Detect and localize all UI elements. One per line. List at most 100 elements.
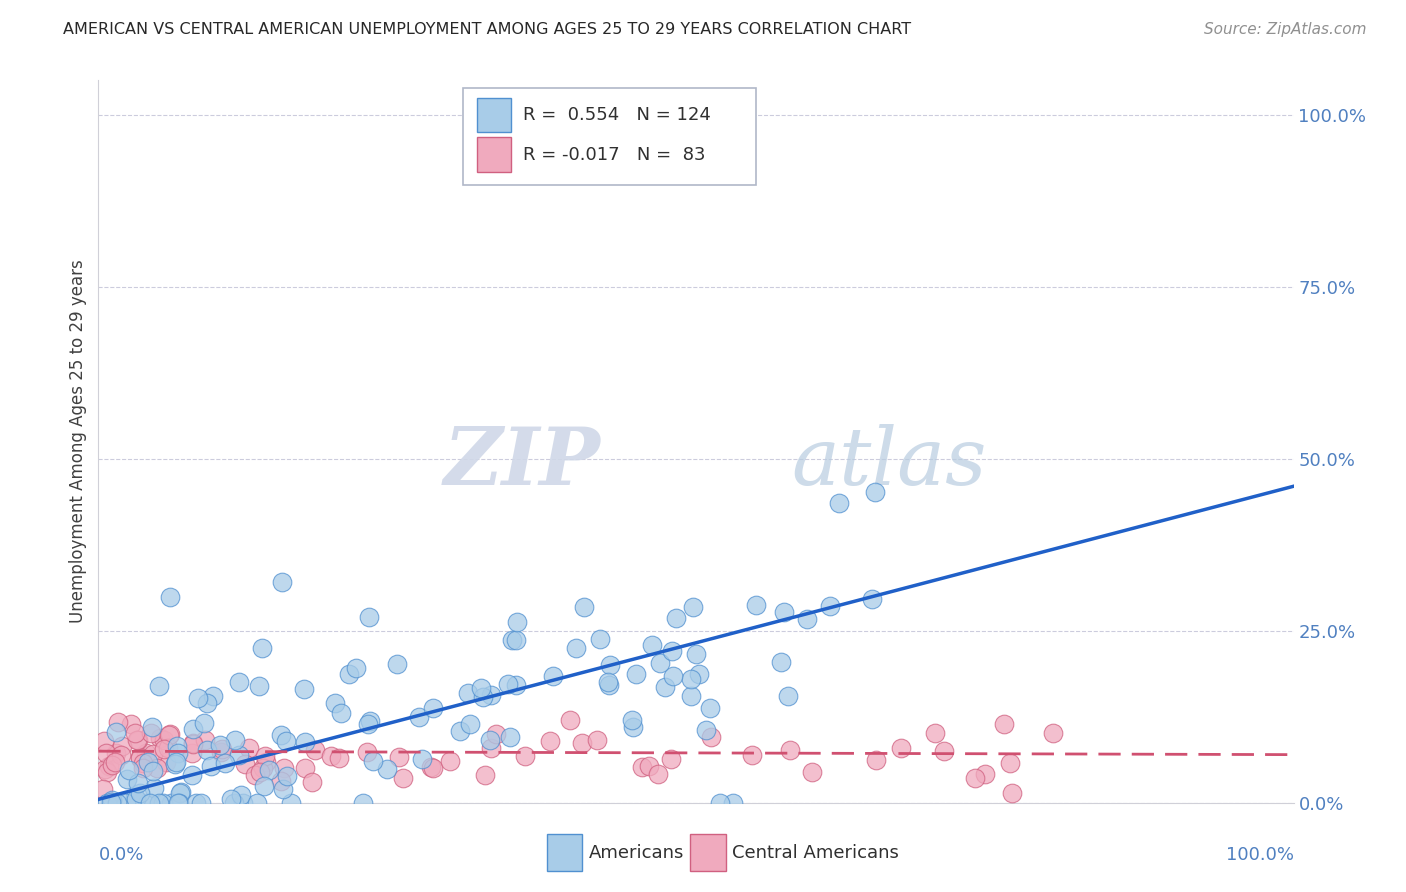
Point (195, 696, 218, 710)
Point (385, 657, 408, 671)
Point (344, 661, 367, 675)
Point (259, 764, 281, 778)
Point (160, 796, 183, 810)
Point (932, 744, 955, 758)
Point (153, 732, 176, 747)
Point (157, 740, 180, 755)
Point (135, 796, 157, 810)
Text: 0.0%: 0.0% (98, 847, 143, 864)
Point (682, 600, 704, 615)
Point (457, 686, 479, 700)
Point (105, 796, 128, 810)
Point (538, 734, 561, 748)
Point (169, 785, 191, 799)
Text: R = -0.017   N =  83: R = -0.017 N = 83 (523, 145, 706, 164)
Point (145, 761, 167, 775)
Point (481, 740, 503, 755)
Point (339, 666, 361, 681)
Point (862, 592, 884, 607)
Point (496, 676, 519, 690)
Point (157, 728, 180, 742)
Point (167, 746, 190, 760)
Point (598, 674, 620, 689)
Point (246, 796, 269, 810)
Point (505, 678, 527, 692)
Point (330, 706, 353, 720)
Point (190, 796, 212, 810)
Point (304, 743, 326, 757)
Point (679, 673, 702, 687)
Text: Americans: Americans (589, 844, 683, 862)
Point (187, 690, 209, 705)
Point (422, 700, 444, 714)
Point (143, 781, 166, 796)
Point (270, 727, 292, 741)
Text: 100.0%: 100.0% (1226, 847, 1294, 864)
Point (142, 764, 165, 778)
Point (141, 747, 163, 762)
Point (422, 761, 444, 775)
FancyBboxPatch shape (463, 87, 756, 185)
Point (505, 633, 527, 648)
Point (499, 730, 522, 744)
Point (167, 796, 190, 810)
Point (449, 724, 471, 739)
Point (357, 717, 380, 731)
Point (820, 599, 842, 614)
Point (219, 792, 242, 806)
Point (865, 485, 887, 500)
Point (181, 723, 204, 737)
Point (209, 745, 232, 759)
Point (252, 640, 274, 655)
Point (181, 737, 204, 751)
Point (211, 742, 233, 756)
Point (110, 747, 132, 762)
Point (513, 749, 536, 764)
Point (963, 771, 986, 785)
Point (170, 785, 193, 799)
Point (249, 679, 271, 693)
Point (98, 759, 121, 773)
Point (796, 612, 818, 626)
Point (359, 610, 381, 624)
Point (924, 725, 946, 739)
Point (599, 657, 621, 672)
Point (117, 772, 139, 787)
Point (709, 796, 731, 810)
Point (209, 738, 232, 752)
Point (135, 746, 157, 760)
Point (96, 764, 118, 779)
Point (800, 765, 823, 780)
Point (323, 696, 346, 710)
Point (195, 743, 218, 757)
Point (741, 747, 763, 762)
Point (359, 714, 381, 728)
Point (474, 768, 496, 782)
Point (273, 761, 295, 775)
Point (772, 605, 794, 619)
Point (124, 790, 146, 805)
Point (124, 725, 146, 739)
Point (159, 590, 181, 604)
Point (648, 657, 672, 671)
Point (723, 796, 745, 810)
Point (253, 749, 276, 764)
Point (993, 717, 1015, 731)
Text: R =  0.554   N = 124: R = 0.554 N = 124 (523, 106, 710, 124)
Point (589, 632, 612, 646)
Point (659, 752, 682, 766)
Point (280, 796, 302, 810)
Point (541, 669, 564, 683)
Point (202, 690, 225, 704)
Point (125, 733, 148, 747)
Point (408, 710, 430, 724)
Point (699, 701, 721, 715)
Point (228, 748, 250, 763)
Point (890, 740, 912, 755)
Point (479, 733, 502, 747)
Point (193, 732, 215, 747)
Point (621, 721, 644, 735)
Point (104, 755, 127, 769)
Point (630, 760, 652, 774)
Point (420, 760, 443, 774)
